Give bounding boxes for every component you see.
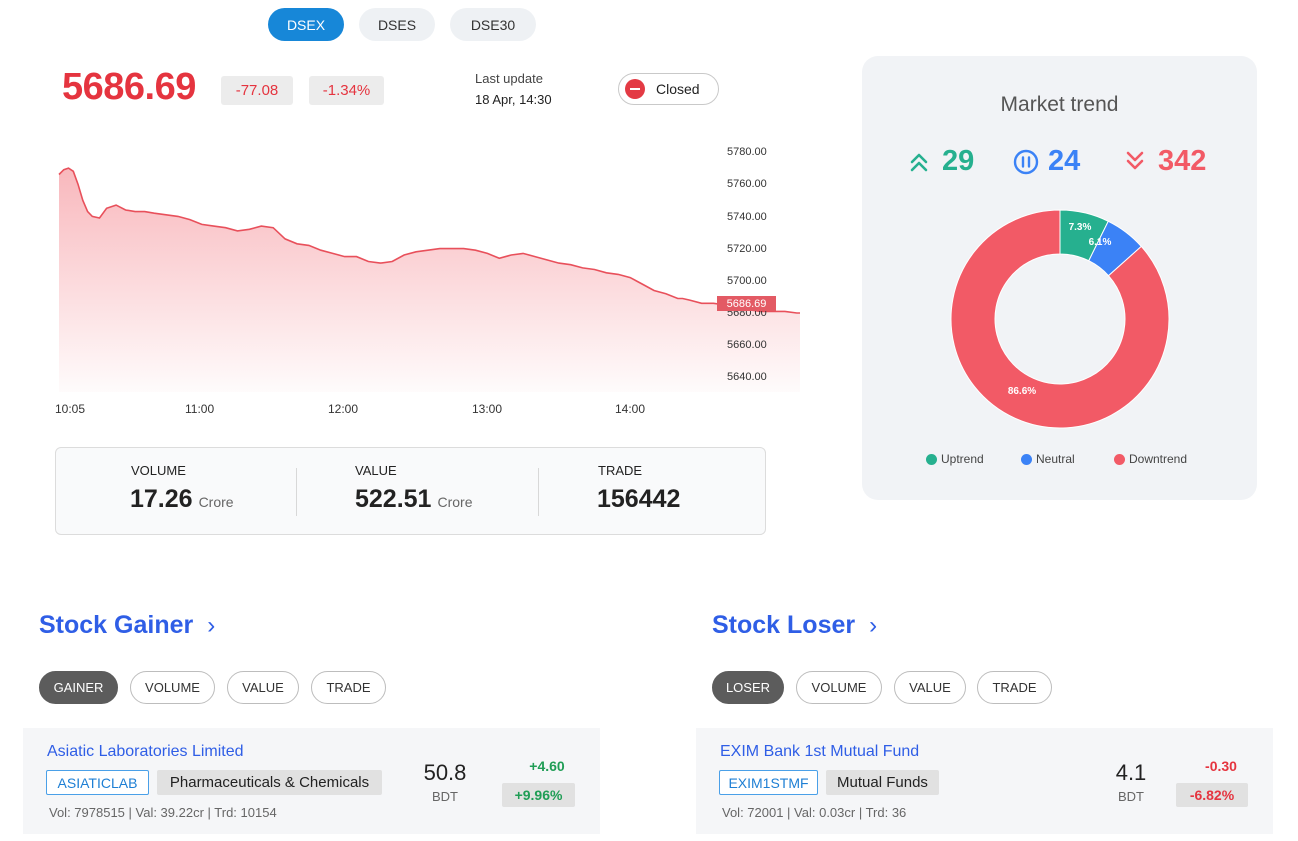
- market-trend-title: Market trend: [1000, 93, 1119, 116]
- stock-change-percent: +9.96%: [502, 783, 575, 807]
- stock-price: 50.8: [423, 760, 467, 785]
- value-label: VALUE: [355, 463, 397, 478]
- index-change: -77.08: [221, 76, 293, 105]
- filter-gainer-value[interactable]: VALUE: [227, 671, 299, 704]
- gainer-stock-card[interactable]: Asiatic Laboratories Limited ASIATICLAB …: [23, 728, 600, 834]
- y-tick-label: 5660.00: [727, 339, 767, 351]
- x-tick-label: 10:05: [55, 402, 86, 416]
- uptrend-count: 29: [942, 145, 975, 177]
- y-tick-label: 5780.00: [727, 146, 767, 158]
- legend-swatch: [1114, 453, 1125, 465]
- filter-loser-trade[interactable]: TRADE: [977, 671, 1052, 704]
- stock-meta: Vol: 72001 | Val: 0.03cr | Trd: 36: [722, 805, 907, 820]
- legend-uptrend[interactable]: Uptrend: [926, 452, 984, 466]
- stock-change-percent: -6.82%: [1176, 783, 1248, 807]
- volume-label: VOLUME: [131, 463, 186, 478]
- stock-code-tag[interactable]: ASIATICLAB: [46, 770, 149, 795]
- divider: [538, 468, 539, 516]
- volume-value: 17.26 Crore: [130, 485, 234, 513]
- neutral-count: 24: [1048, 145, 1081, 177]
- filter-gainer-trade[interactable]: TRADE: [311, 671, 386, 704]
- tab-dse30[interactable]: DSE30: [450, 8, 536, 41]
- donut-slice-downtrend[interactable]: [950, 209, 1170, 429]
- stock-name-link[interactable]: EXIM Bank 1st Mutual Fund: [720, 743, 920, 760]
- downtrend-count: 342: [1158, 145, 1207, 177]
- chevron-right-icon: ›: [869, 611, 878, 639]
- chevron-right-icon: ›: [207, 611, 216, 639]
- index-change-percent: -1.34%: [309, 76, 384, 105]
- last-update-value: 18 Apr, 14:30: [475, 92, 552, 107]
- value-value: 522.51 Crore: [355, 485, 473, 513]
- tab-dsex[interactable]: DSEX: [268, 8, 344, 41]
- trade-label: TRADE: [598, 463, 643, 478]
- x-tick-label: 11:00: [185, 402, 215, 416]
- double-chevron-up-icon: [910, 153, 928, 172]
- volume-unit: Crore: [198, 494, 234, 510]
- filter-loser-volume[interactable]: VOLUME: [796, 671, 882, 704]
- double-chevron-down-icon: [1126, 151, 1144, 170]
- legend-neutral[interactable]: Neutral: [1021, 452, 1075, 466]
- last-update-label: Last update: [475, 71, 543, 86]
- stock-name-link[interactable]: Asiatic Laboratories Limited: [47, 743, 244, 760]
- x-tick-label: 13:00: [472, 402, 503, 416]
- chart-line: [58, 167, 800, 314]
- stock-price: 4.1: [1115, 760, 1147, 785]
- filter-loser[interactable]: LOSER: [712, 671, 784, 704]
- donut-label: 7.3%: [1069, 222, 1092, 233]
- legend-swatch: [1021, 453, 1032, 465]
- filter-gainer[interactable]: GAINER: [39, 671, 118, 704]
- currency-label: BDT: [432, 789, 458, 804]
- legend-swatch: [926, 453, 937, 465]
- y-tick-label: 5700.00: [727, 275, 767, 287]
- sector-tag: Mutual Funds: [826, 770, 939, 795]
- chart-area: [59, 168, 800, 392]
- x-tick-label: 12:00: [328, 402, 359, 416]
- donut-label: 6.1%: [1089, 237, 1112, 248]
- stock-meta: Vol: 7978515 | Val: 39.22cr | Trd: 10154: [49, 805, 277, 820]
- closed-icon: [625, 79, 645, 99]
- stock-loser-heading[interactable]: Stock Loser ›: [712, 611, 878, 639]
- pause-circle-icon: [1013, 149, 1039, 175]
- stock-change: +4.60: [529, 758, 565, 774]
- value-unit: Crore: [437, 494, 473, 510]
- trade-value: 156442: [597, 485, 681, 513]
- y-tick-label: 5720.00: [727, 243, 767, 255]
- y-tick-label: 5640.00: [727, 371, 767, 383]
- stock-gainer-heading[interactable]: Stock Gainer ›: [39, 611, 216, 639]
- market-status-label: Closed: [656, 81, 700, 97]
- market-trend-card: Market trend 29 24 342 7.3% 6.1% 86.6% Upt…: [862, 56, 1257, 500]
- stock-code-tag[interactable]: EXIM1STMF: [719, 770, 818, 795]
- index-value: 5686.69: [62, 66, 196, 108]
- loser-stock-card[interactable]: EXIM Bank 1st Mutual Fund EXIM1STMF Mutu…: [696, 728, 1273, 834]
- x-tick-label: 14:00: [615, 402, 646, 416]
- tab-dses[interactable]: DSES: [359, 8, 435, 41]
- donut-label: 86.6%: [1008, 386, 1036, 397]
- market-stats-panel: VOLUME 17.26 Crore VALUE 522.51 Crore TRAD…: [55, 447, 766, 535]
- market-status-badge: Closed: [618, 73, 719, 105]
- current-value-tag: 5686.69: [717, 296, 776, 311]
- filter-gainer-volume[interactable]: VOLUME: [130, 671, 215, 704]
- filter-loser-value[interactable]: VALUE: [894, 671, 966, 704]
- legend-downtrend[interactable]: Downtrend: [1114, 452, 1187, 466]
- index-chart: [58, 167, 800, 392]
- y-tick-label: 5740.00: [727, 211, 767, 223]
- y-tick-label: 5760.00: [727, 178, 767, 190]
- market-trend-donut-chart: 7.3% 6.1% 86.6%: [950, 209, 1170, 429]
- stock-change: -0.30: [1205, 758, 1237, 774]
- sector-tag: Pharmaceuticals & Chemicals: [157, 770, 382, 795]
- divider: [296, 468, 297, 516]
- currency-label: BDT: [1118, 789, 1144, 804]
